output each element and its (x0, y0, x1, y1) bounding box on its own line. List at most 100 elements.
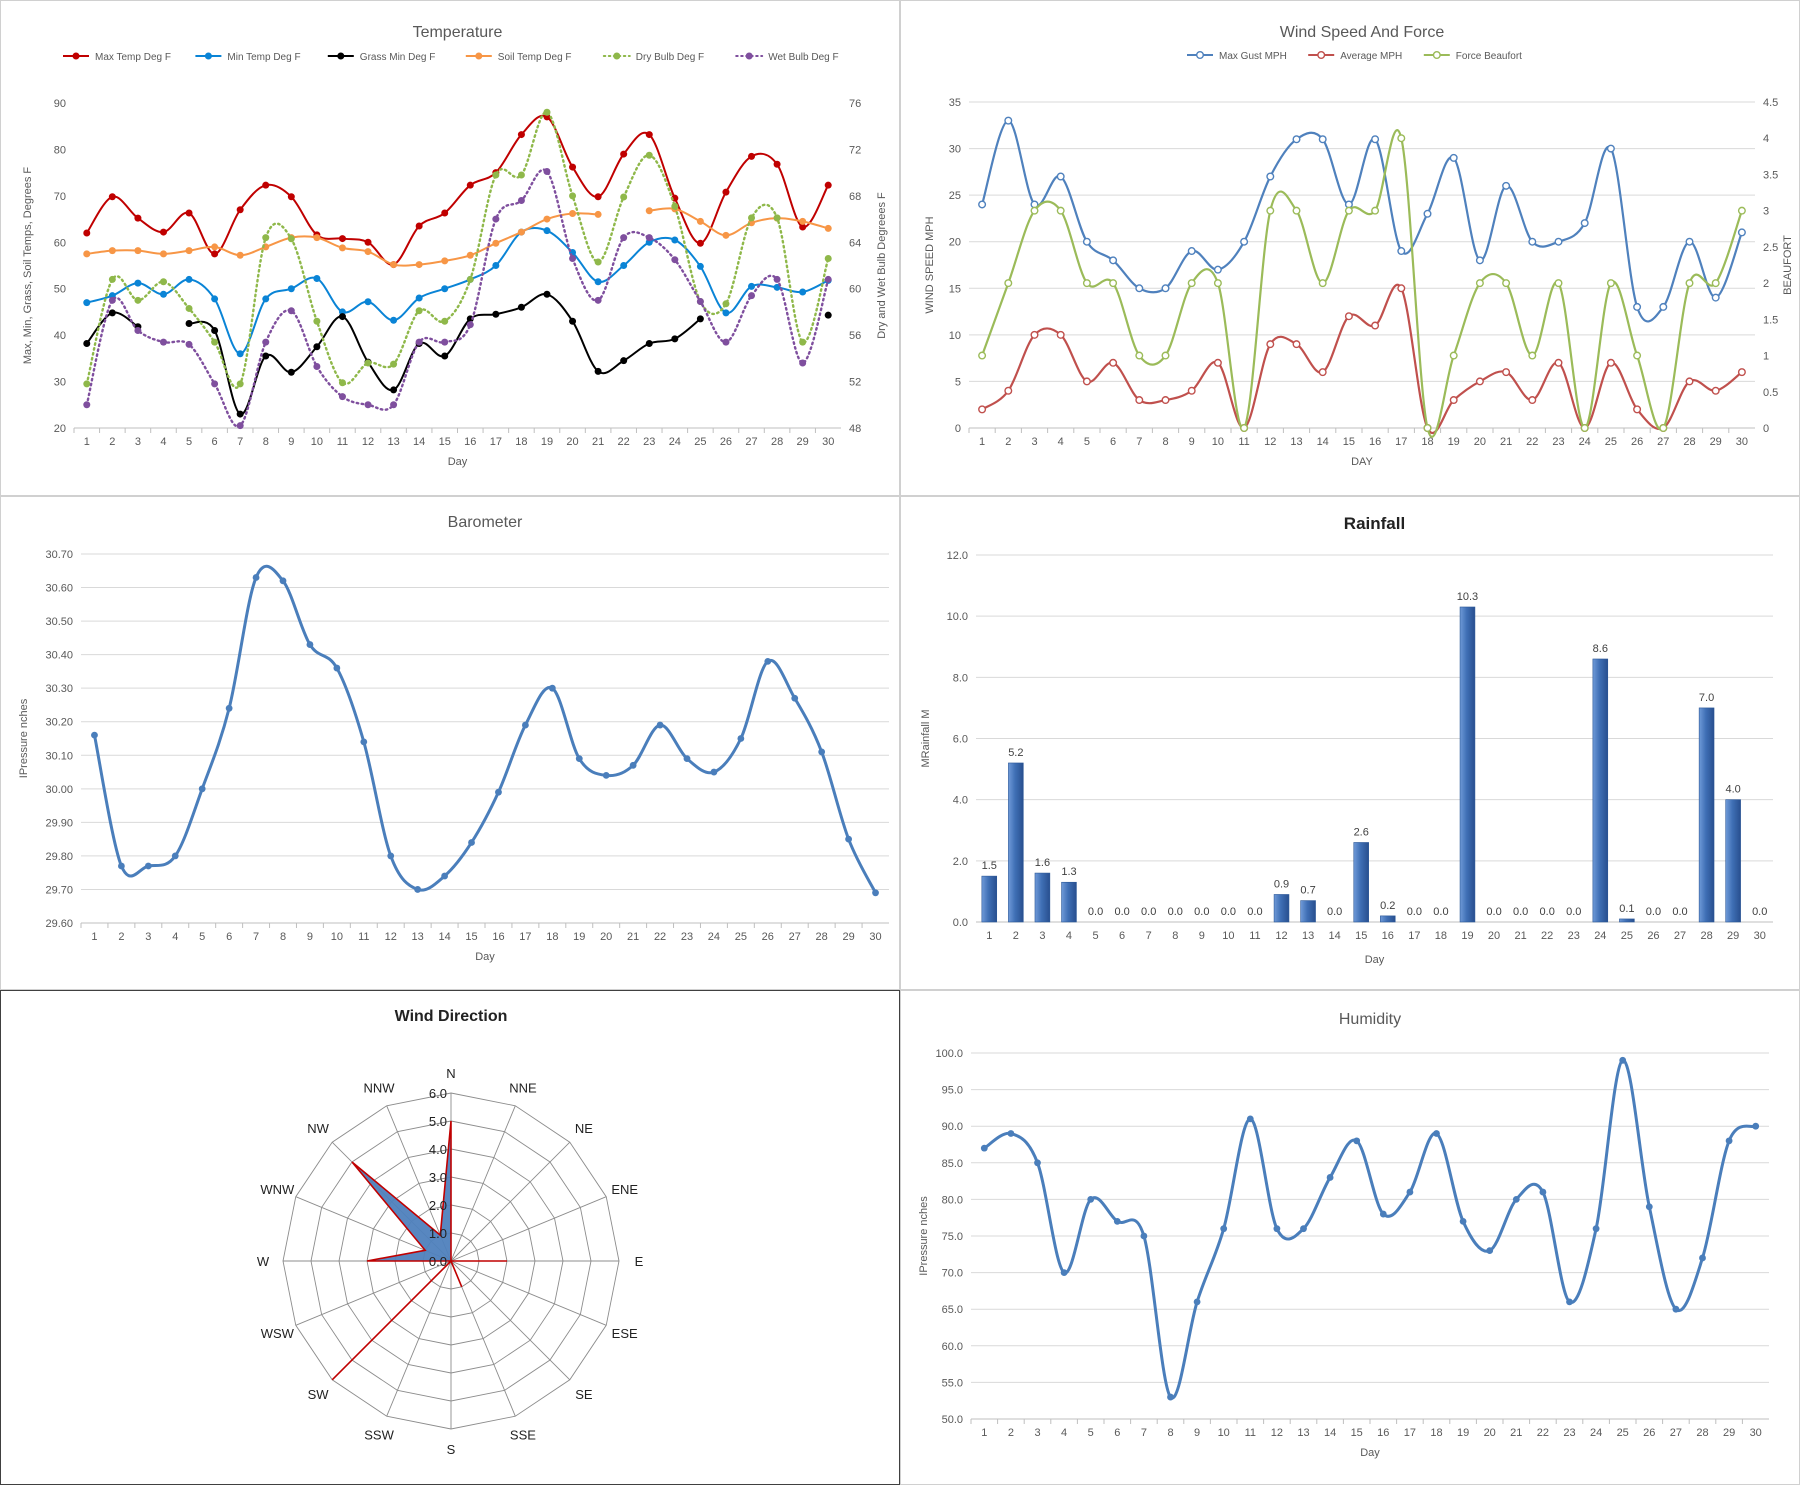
data-point (1528, 351, 1537, 360)
x-tick-label: 14 (413, 436, 425, 448)
x-tick-label: 27 (789, 931, 801, 943)
data-point (1326, 1174, 1334, 1181)
y-tick-label: 50 (54, 284, 66, 296)
data-point (799, 217, 807, 225)
x-tick-label: 7 (1141, 1427, 1147, 1439)
series-line (981, 283, 1743, 434)
data-point (441, 872, 448, 880)
y-tick-label: 6.0 (953, 734, 968, 746)
direction-label: E (635, 1254, 644, 1269)
data-point (1187, 386, 1196, 395)
x-tick-label: 26 (1643, 1427, 1655, 1439)
data-label: 0.0 (1088, 906, 1103, 918)
series-max-gust-mph (978, 116, 1746, 323)
y-axis-label: IPressure nches (918, 1196, 930, 1276)
data-point (83, 229, 91, 237)
data-point (468, 839, 475, 846)
x-tick-label: 19 (1448, 436, 1460, 448)
data-point (671, 236, 679, 244)
x-tick-label: 25 (1605, 436, 1617, 448)
data-point (1397, 134, 1406, 143)
legend: Max Gust MPH Average MPH Force Beaufort (1187, 51, 1522, 62)
data-point (629, 761, 637, 769)
data-point (252, 574, 260, 581)
data-point (1711, 386, 1720, 395)
series-wet-bulb-deg-f (83, 167, 832, 430)
data-point (1318, 368, 1327, 377)
x-tick-label: 19 (1457, 1427, 1469, 1439)
data-point (495, 788, 502, 796)
x-tick-label: 29 (1710, 436, 1722, 448)
data-point (799, 338, 807, 346)
legend-label: Average MPH (1340, 51, 1402, 62)
x-tick-label: 14 (1329, 930, 1341, 942)
bar (1592, 658, 1609, 923)
legend-item: Max Gust MPH (1187, 51, 1287, 62)
barometer-panel: Barometer 29.60 29.70 29.80 29.90 30.00 30.10 3… (0, 496, 900, 990)
chart-title: Humidity (1339, 1011, 1401, 1028)
data-point (773, 275, 781, 283)
y2-tick-label: 64 (849, 237, 861, 249)
series-grass-min-deg-f (83, 290, 832, 418)
x-tick-label: 10 (331, 931, 343, 943)
data-point (1056, 206, 1065, 215)
data-point (818, 748, 826, 756)
x-tick-label: 17 (490, 436, 502, 448)
data-point (441, 352, 449, 360)
series-line (981, 119, 1743, 323)
data-point (466, 321, 474, 329)
x-tick-label: 9 (307, 931, 313, 943)
data-point (185, 209, 193, 217)
x-tick-label: 18 (515, 436, 527, 448)
x-tick-label: 18 (1435, 930, 1447, 942)
x-tick-label: 3 (145, 931, 151, 943)
y-tick-label: 90 (54, 98, 66, 110)
data-point (773, 160, 781, 168)
y2-tick-label: 4.5 (1763, 97, 1778, 109)
direction-label: ESE (612, 1326, 638, 1341)
x-tick-label: 7 (253, 931, 259, 943)
r-tick-label: 5.0 (429, 1114, 447, 1129)
x-tick-label: 14 (1324, 1427, 1336, 1439)
x-tick-label: 22 (618, 436, 630, 448)
bar (1619, 918, 1635, 923)
radar-spoke (450, 1260, 571, 1381)
x-tick-label: 13 (1302, 930, 1314, 942)
x-tick-label: 15 (1351, 1427, 1363, 1439)
data-label: 0.0 (1486, 906, 1501, 918)
y2-tick-label: 0 (1763, 423, 1769, 435)
radar-spoke (386, 1260, 452, 1417)
x-tick-label: 11 (1245, 1427, 1256, 1439)
x-tick-label: 18 (1421, 436, 1433, 448)
x-tick-label: 30 (1754, 930, 1766, 942)
data-point (1449, 153, 1458, 162)
wind-speed-chart: Wind Speed And Force0510152025303500.511… (924, 24, 1794, 468)
legend-label: Grass Min Deg F (360, 52, 436, 63)
x-tick-label: 3 (1039, 930, 1045, 942)
r-tick-label: 0.0 (429, 1254, 447, 1269)
data-point (1528, 396, 1537, 405)
data-point (620, 262, 628, 269)
data-point (517, 131, 525, 139)
y-tick-label: 100.0 (935, 1048, 963, 1060)
data-point (1087, 1196, 1095, 1203)
y-tick-label: 30.40 (45, 650, 73, 662)
data-point (1397, 247, 1406, 256)
data-point (441, 338, 449, 346)
x-tick-label: 15 (1355, 930, 1367, 942)
data-point (1187, 279, 1196, 288)
y-tick-label: 60 (54, 237, 66, 249)
data-point (390, 316, 398, 324)
x-tick-label: 2 (1005, 436, 1011, 448)
y-tick-label: 5 (955, 376, 961, 388)
direction-label: W (257, 1254, 270, 1269)
x-tick-label: 27 (1657, 436, 1669, 448)
data-point (1292, 206, 1301, 215)
data-point (236, 251, 244, 259)
x-tick-label: 11 (358, 931, 369, 943)
data-point (1193, 1298, 1201, 1306)
x-tick-label: 11 (1238, 436, 1249, 448)
data-point (1109, 358, 1118, 367)
data-point (390, 401, 398, 409)
r-tick-label: 1.0 (429, 1226, 447, 1241)
